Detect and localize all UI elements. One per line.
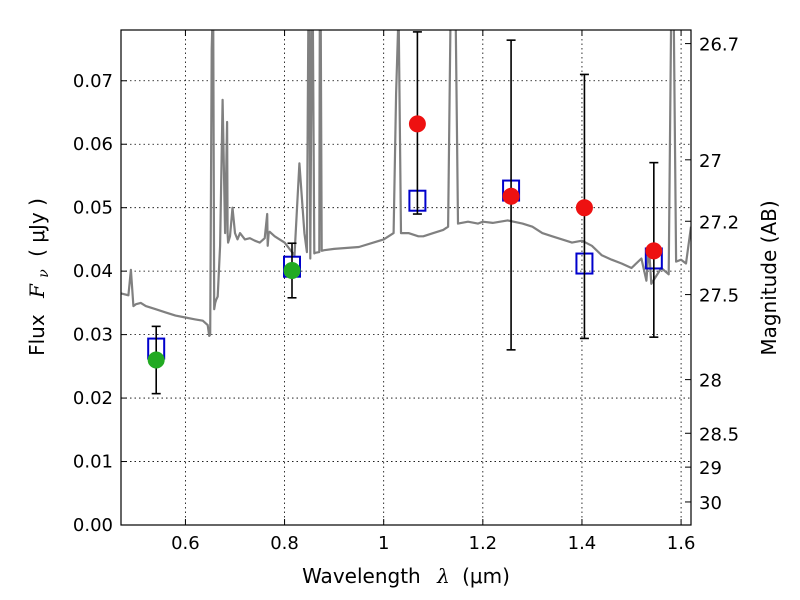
x-axis-label-unit: (μm) bbox=[462, 564, 510, 588]
x-tick-label: 0.6 bbox=[171, 533, 200, 554]
y-tick-label: 0.01 bbox=[73, 452, 113, 473]
y-tick-label: 0.06 bbox=[73, 134, 113, 155]
y-tick-label: 0.00 bbox=[73, 515, 113, 536]
y-axis-label-subscript: ν bbox=[36, 269, 52, 278]
photometry-point bbox=[147, 351, 165, 369]
photometry-point bbox=[408, 115, 426, 133]
y-tick-label: 0.02 bbox=[73, 388, 113, 409]
y-tick-label: 0.05 bbox=[73, 198, 113, 219]
y2-tick-label: 28 bbox=[699, 371, 722, 392]
photometry-point bbox=[502, 187, 520, 205]
photometry-point bbox=[283, 262, 301, 280]
y2-tick-label: 26.7 bbox=[699, 35, 739, 56]
x-tick-label: 1 bbox=[378, 533, 389, 554]
y2-tick-label: 29 bbox=[699, 458, 722, 479]
spectrum-line bbox=[121, 30, 691, 337]
x-axis-label: Wavelength λ (μm) bbox=[302, 564, 510, 588]
plot-frame bbox=[120, 29, 692, 526]
y2-tick-label: 30 bbox=[699, 493, 722, 514]
points-layer bbox=[147, 31, 663, 395]
x-tick-label: 1.6 bbox=[667, 533, 696, 554]
grid bbox=[121, 30, 691, 526]
y2-tick-label: 27.2 bbox=[699, 212, 739, 233]
y-axis-label: Flux F ν ( μJy ) bbox=[25, 198, 53, 356]
y2-tick-label: 27 bbox=[699, 151, 722, 172]
y-axis-label-symbol: F bbox=[25, 283, 49, 299]
y2-tick-label: 28.5 bbox=[699, 424, 739, 445]
x-tick-label: 1.2 bbox=[469, 533, 498, 554]
y-tick-label: 0.04 bbox=[73, 261, 113, 282]
y-tick-label: 0.03 bbox=[73, 325, 113, 346]
spectrum-layer bbox=[121, 30, 691, 337]
x-axis-label-symbol: λ bbox=[436, 564, 450, 588]
x-tick-label: 0.8 bbox=[270, 533, 299, 554]
x-axis-label-text: Wavelength bbox=[302, 564, 421, 588]
photometry-point bbox=[575, 199, 593, 217]
photometry-point bbox=[645, 242, 663, 260]
y-tick-label: 0.07 bbox=[73, 71, 113, 92]
y2-tick-label: 27.5 bbox=[699, 286, 739, 307]
y-axis-label-unit: ( μJy ) bbox=[25, 198, 49, 257]
ticks-layer: 0.6 0.8 1 1.2 1.4 1.6 0.00 0.01 0.02 0.03 0.04 0.05… bbox=[73, 30, 739, 554]
y2-axis-label: Magnitude (AB) bbox=[757, 200, 781, 355]
x-tick-label: 1.4 bbox=[568, 533, 597, 554]
y-axis-label-text: Flux bbox=[25, 314, 49, 356]
